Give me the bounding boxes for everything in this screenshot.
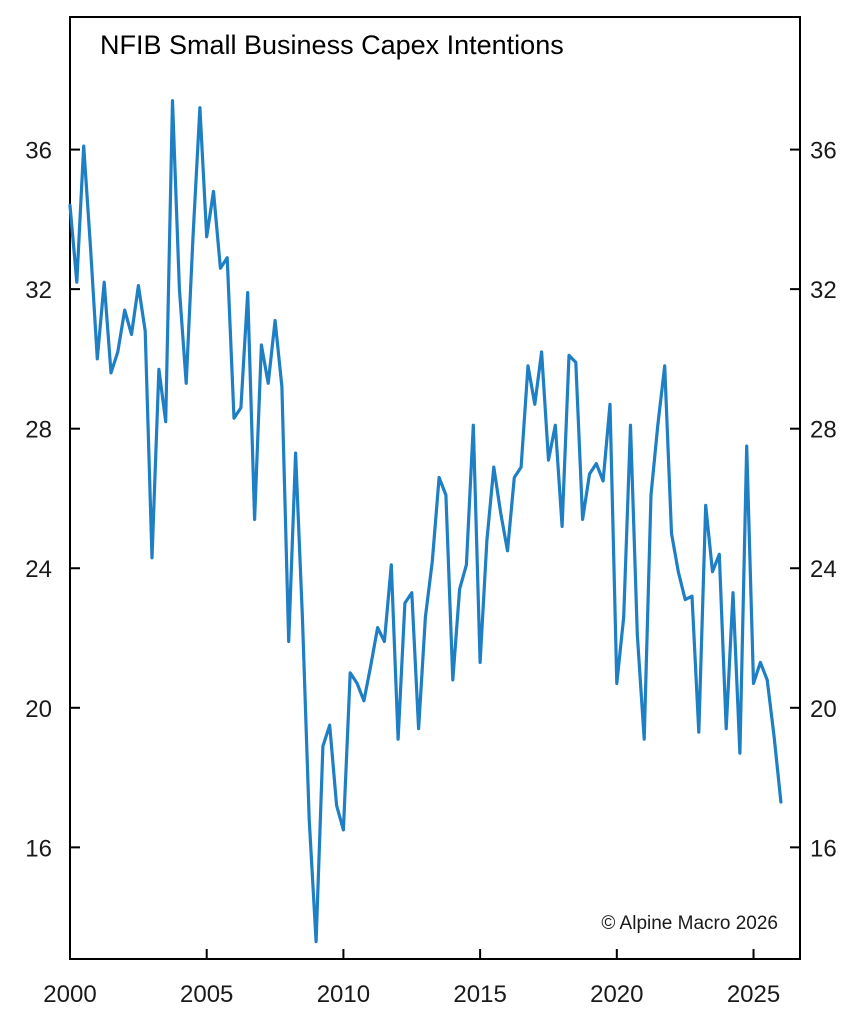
y-tick-label-left: 32 xyxy=(25,277,52,304)
y-tick-label-right: 24 xyxy=(810,556,837,583)
y-tick-label-left: 20 xyxy=(25,696,52,723)
x-tick-label: 2025 xyxy=(727,981,780,1008)
y-tick-label-right: 36 xyxy=(810,138,837,165)
y-tick-label-left: 16 xyxy=(25,835,52,862)
x-axis: 2000 2005 2010 2015 2020 2025 xyxy=(43,949,780,1008)
y-tick-label-right: 16 xyxy=(810,835,837,862)
copyright-note: © Alpine Macro 2026 xyxy=(601,913,778,934)
x-tick-label: 2020 xyxy=(590,981,643,1008)
y-tick-label-right: 20 xyxy=(810,696,837,723)
series-line-capex-intentions xyxy=(68,99,783,944)
y-tick-label-left: 24 xyxy=(25,556,52,583)
chart-title: NFIB Small Business Capex Intentions xyxy=(100,30,564,60)
y-tick-label-right: 28 xyxy=(810,417,837,444)
plot-frame xyxy=(69,16,801,960)
y-axis-right: 16 20 24 28 32 36 xyxy=(790,138,837,862)
y-tick-label-right: 32 xyxy=(810,277,837,304)
x-tick-label: 2010 xyxy=(317,981,370,1008)
y-axis-left: 16 20 24 28 32 36 xyxy=(25,138,80,862)
x-tick-label: 2000 xyxy=(43,981,96,1008)
y-tick-label-left: 28 xyxy=(25,417,52,444)
x-tick-label: 2005 xyxy=(180,981,233,1008)
y-tick-label-left: 36 xyxy=(25,138,52,165)
x-tick-label: 2015 xyxy=(453,981,506,1008)
